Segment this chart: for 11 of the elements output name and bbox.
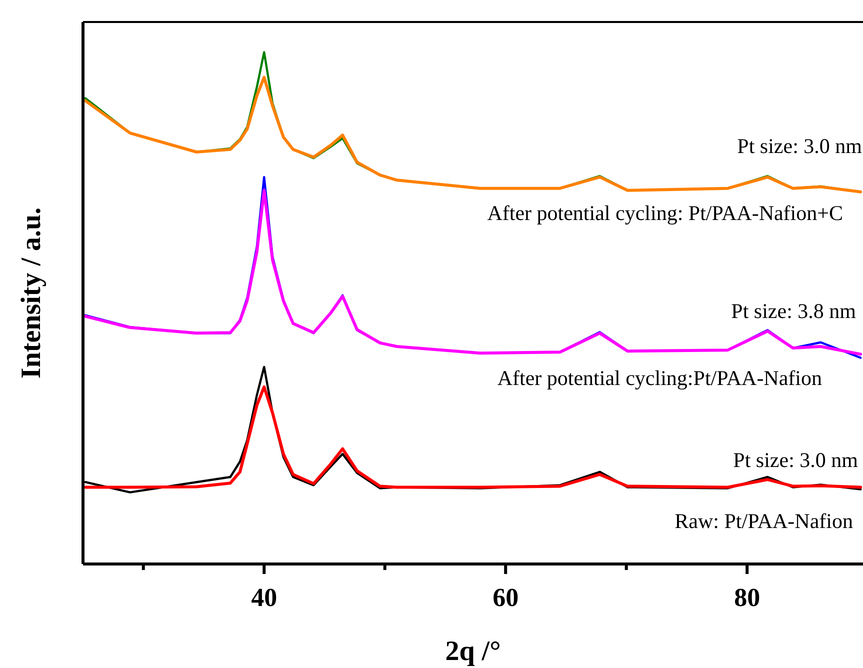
annotation: After potential cycling:Pt/PAA-Nafion bbox=[497, 366, 822, 390]
annotation: Pt size: 3.0 nm bbox=[733, 448, 858, 472]
annotation: Pt size: 3.0 nm bbox=[737, 134, 862, 158]
y-axis-title: Intensity / a.u. bbox=[16, 207, 47, 379]
annotation: After potential cycling: Pt/PAA-Nafion+C bbox=[487, 201, 843, 225]
x-axis-title: 2q /° bbox=[445, 636, 501, 667]
annotation: Pt size: 3.8 nm bbox=[731, 299, 856, 323]
x-tick-label: 80 bbox=[734, 583, 760, 612]
annotation: Raw: Pt/PAA-Nafion bbox=[674, 509, 854, 533]
x-tick-label: 60 bbox=[492, 583, 519, 612]
x-tick-label: 40 bbox=[251, 583, 278, 612]
